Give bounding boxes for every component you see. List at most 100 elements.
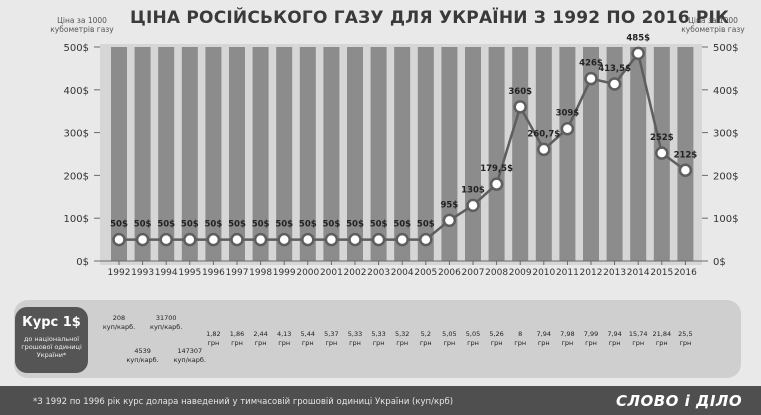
y-tick-label-left: 100$: [64, 214, 89, 225]
data-point: [607, 77, 622, 91]
data-point: [631, 46, 645, 61]
data-label: 95$: [441, 200, 459, 210]
year-bar: [677, 47, 694, 261]
data-point: [135, 232, 150, 247]
year-bar: [111, 47, 127, 261]
y-tick-label-right: 200$: [713, 171, 738, 182]
year-bar: [417, 47, 434, 261]
data-label: 413,5$: [598, 64, 631, 74]
year-bar: [441, 47, 458, 261]
year-bar: [134, 47, 151, 261]
data-point: [513, 100, 527, 114]
x-tick-label: 2001: [320, 268, 343, 278]
exchange-rate-value: 5,2 грн: [419, 330, 432, 347]
exchange-rate-value: 1,82 грн: [206, 330, 221, 347]
data-point: [678, 163, 693, 178]
exchange-rate-value: 8 грн: [514, 330, 527, 347]
y-tick-label-left: 0$: [76, 257, 89, 268]
data-label: 50$: [275, 220, 293, 230]
x-tick-label: 1995: [178, 268, 201, 278]
data-label: 179,5$: [480, 164, 513, 174]
y-tick-label-right: 100$: [713, 214, 738, 225]
exchange-rate-value: 7,94 грн: [607, 330, 622, 347]
x-tick-label: 2009: [509, 268, 532, 278]
x-tick-label: 1997: [226, 268, 249, 278]
data-label: 50$: [323, 220, 341, 230]
y-tick-label-right: 400$: [713, 86, 738, 97]
year-bar: [465, 47, 481, 261]
x-tick-label: 1994: [155, 268, 178, 278]
year-bar: [252, 47, 269, 261]
exchange-rate-value: 7,94 грн: [536, 330, 552, 347]
year-bar: [488, 47, 505, 261]
data-point: [324, 232, 339, 247]
data-label: 50$: [228, 220, 246, 230]
data-point: [206, 232, 221, 247]
exchange-rate-value: 4,13 грн: [276, 330, 292, 347]
data-label: 50$: [417, 220, 435, 230]
data-label: 50$: [205, 220, 223, 230]
year-bar: [559, 47, 576, 261]
footnote-text: *З 1992 по 1996 рік курс долара наведени…: [33, 397, 454, 407]
data-label: 309$: [556, 109, 580, 119]
year-bar: [394, 47, 411, 261]
x-tick-label: 1998: [249, 268, 272, 278]
data-label: 50$: [134, 220, 152, 230]
x-tick-label: 2002: [344, 268, 367, 278]
exchange-rate-legend-box: [15, 307, 88, 373]
exchange-rate-value: 5,33 грн: [371, 330, 386, 347]
year-bar: [512, 47, 529, 261]
data-point: [112, 232, 126, 247]
data-point: [183, 232, 197, 247]
x-tick-label: 2015: [650, 268, 673, 278]
data-point: [419, 232, 433, 247]
data-point: [395, 232, 409, 247]
data-label: 50$: [346, 220, 364, 230]
left-axis-unit-label: Ціна за 1000 кубометрів газу: [50, 16, 114, 34]
data-point: [584, 71, 598, 86]
x-tick-label: 2008: [485, 268, 508, 278]
data-label: 50$: [393, 220, 411, 230]
data-point: [489, 177, 504, 191]
exchange-rate-value: 5,33 грн: [347, 330, 363, 347]
exchange-rate-value: 5,32 грн: [394, 330, 410, 347]
year-bar: [229, 47, 245, 261]
y-tick-label-left: 300$: [64, 129, 89, 140]
year-bar: [181, 47, 198, 261]
data-point: [277, 232, 291, 247]
exchange-rate-value: 4539 куп/карб.: [126, 347, 159, 364]
data-point: [371, 232, 386, 247]
data-point: [253, 232, 268, 247]
data-point: [560, 121, 575, 136]
data-point: [655, 146, 669, 160]
data-point: [537, 142, 551, 157]
y-tick-label-right: 500$: [713, 43, 738, 54]
exchange-rate-value: 15,74 грн: [628, 330, 648, 347]
x-tick-label: 2007: [462, 268, 485, 278]
data-point: [466, 198, 480, 213]
year-bar: [583, 47, 599, 261]
exchange-rate-panel: [14, 300, 741, 378]
year-bar: [630, 47, 647, 261]
year-bar: [347, 47, 363, 261]
footnote-bar: [0, 386, 761, 415]
data-point: [442, 213, 457, 228]
x-tick-label: 2004: [391, 268, 414, 278]
x-tick-label: 1993: [131, 268, 154, 278]
data-label: 260,7$: [527, 129, 560, 139]
y-tick-label-right: 0$: [713, 257, 726, 268]
year-bar: [205, 47, 222, 261]
y-tick-label-right: 300$: [713, 129, 738, 140]
x-tick-label: 1999: [273, 268, 296, 278]
year-bar: [606, 47, 623, 261]
y-tick-label-left: 500$: [64, 43, 89, 54]
exchange-rate-value: 5,05 грн: [465, 330, 481, 347]
year-bar: [299, 47, 316, 261]
data-label: 50$: [110, 220, 128, 230]
data-label: 50$: [181, 220, 199, 230]
exchange-rate-value: 7,99 грн: [583, 330, 599, 347]
x-tick-label: 2005: [414, 268, 437, 278]
x-tick-label: 2003: [367, 268, 390, 278]
exchange-rate-value: 25,5 грн: [678, 330, 693, 347]
